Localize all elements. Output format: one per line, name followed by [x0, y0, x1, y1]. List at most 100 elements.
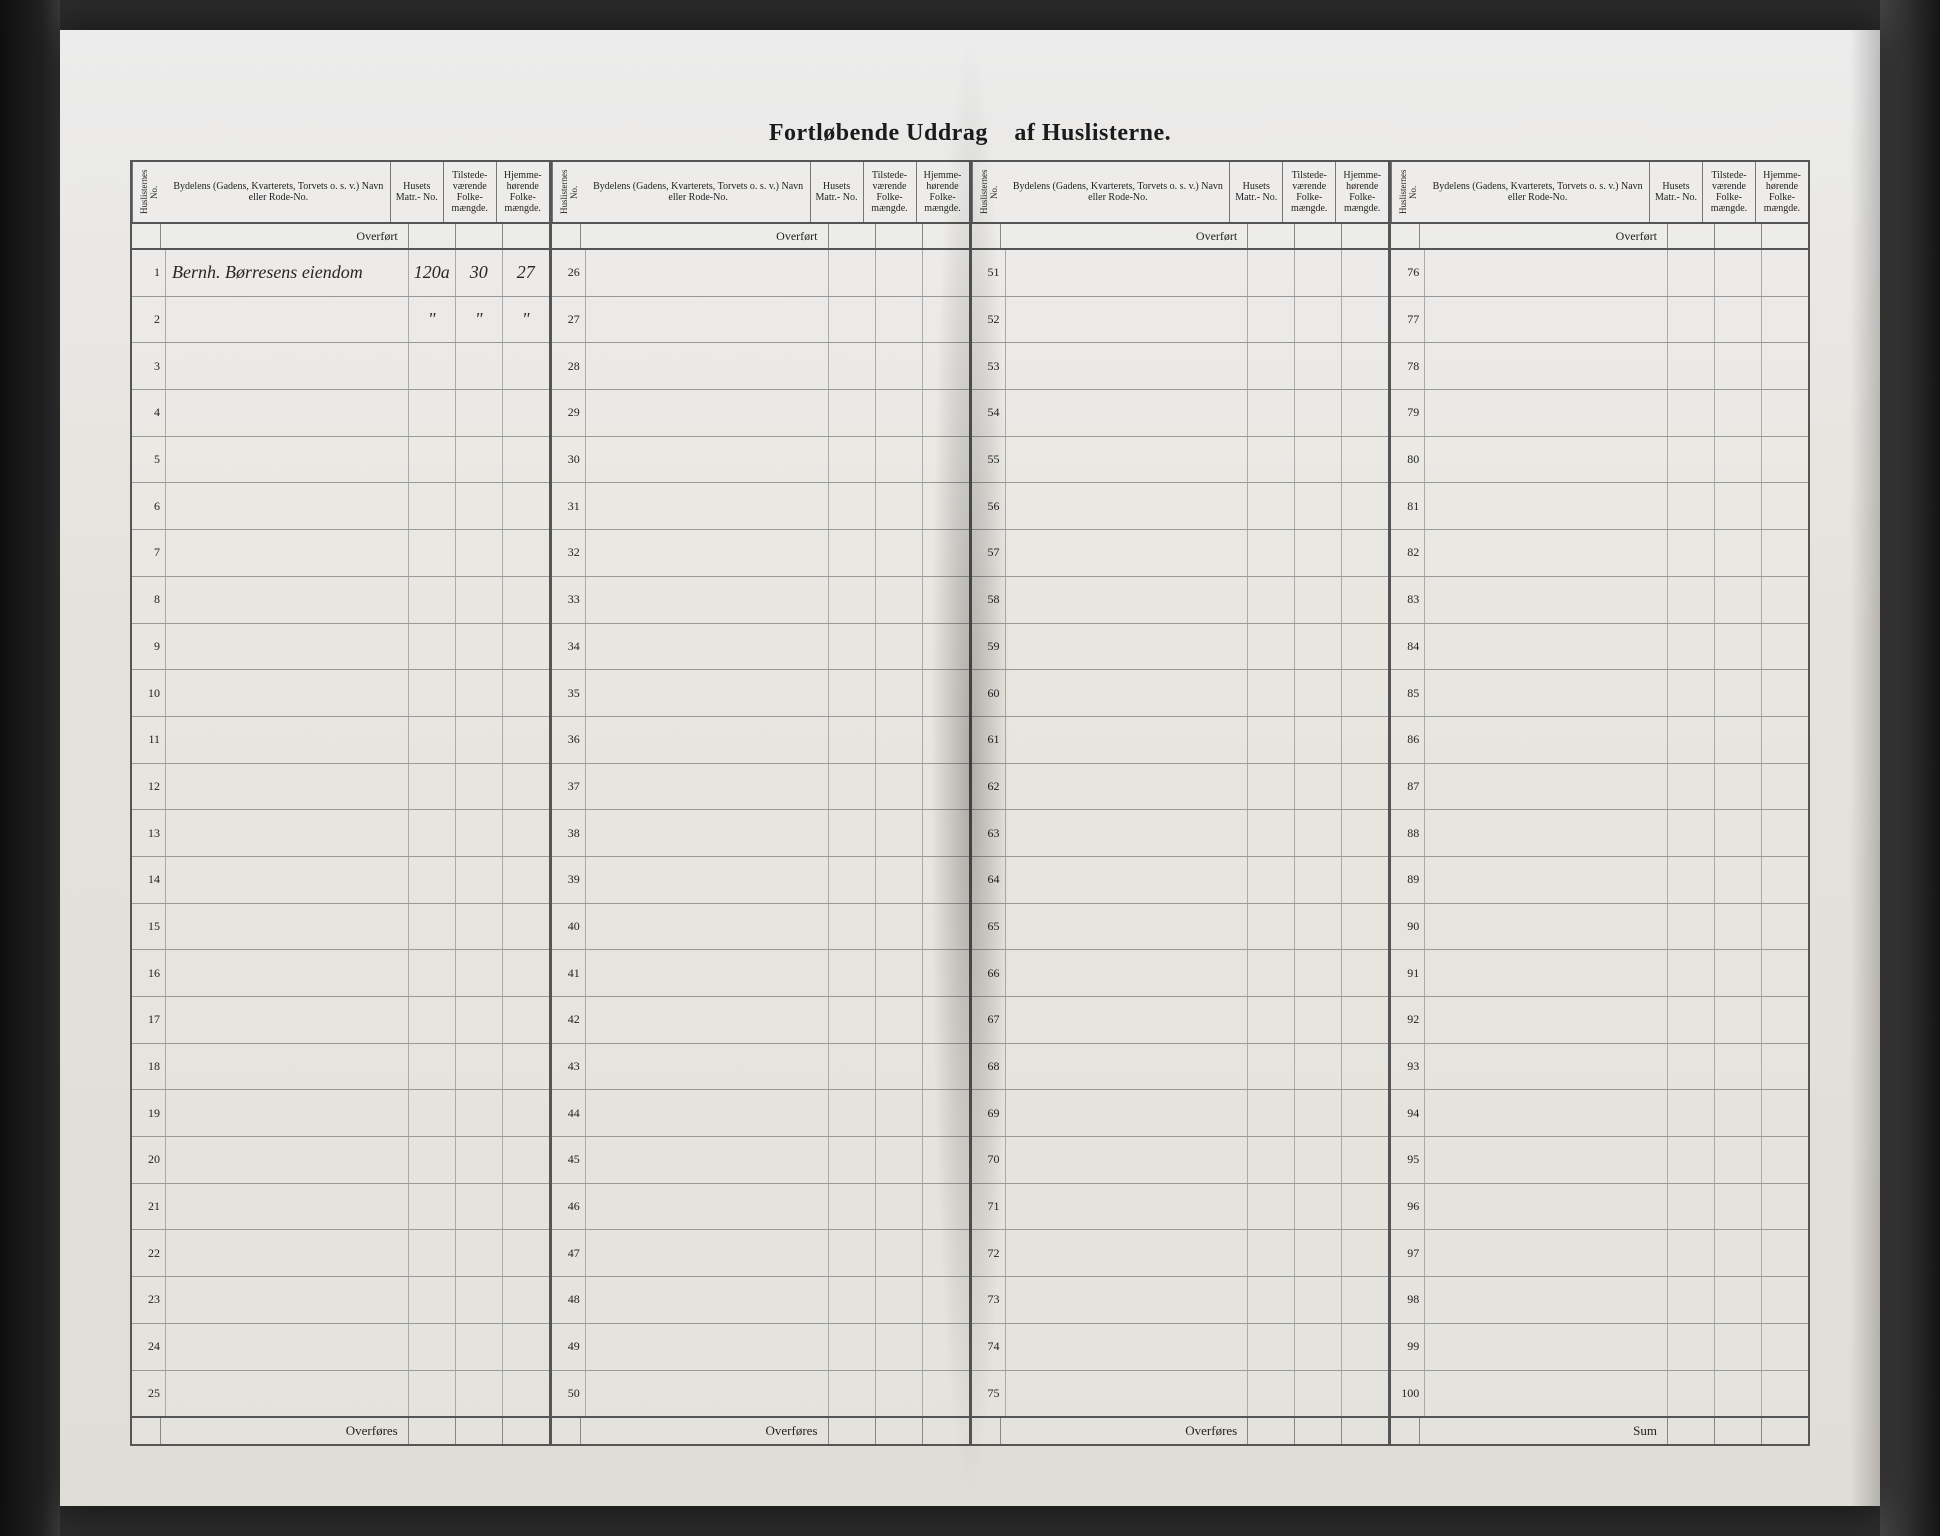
table-row: 80: [1391, 437, 1808, 484]
row-tilstede: [1295, 1371, 1342, 1417]
row-tilstede: [456, 483, 503, 529]
table-row: 45: [552, 1137, 969, 1184]
row-tilstede: [1715, 1371, 1762, 1417]
row-matr: [1668, 857, 1715, 903]
book-spread: Fortløbende Uddrag af Huslisterne. Husli…: [60, 30, 1880, 1506]
row-tilstede: [1295, 764, 1342, 810]
hdr-desc: Bydelens (Gadens, Kvarterets, Torvets o.…: [1007, 162, 1231, 222]
row-hjemme: [923, 997, 969, 1043]
row-matr: [1248, 764, 1295, 810]
row-tilstede: [1295, 670, 1342, 716]
row-desc: [586, 1277, 829, 1323]
row-hjemme: [503, 857, 549, 903]
row-number: 93: [1391, 1044, 1425, 1090]
row-number: 37: [552, 764, 586, 810]
title-right: af Huslisterne.: [1014, 120, 1171, 147]
row-desc: [1425, 624, 1668, 670]
row-hjemme: [1762, 717, 1808, 763]
row-number: 38: [552, 810, 586, 856]
row-desc: [586, 997, 829, 1043]
row-matr: [829, 297, 876, 343]
row-hjemme: [1342, 390, 1388, 436]
scan-surface: Fortløbende Uddrag af Huslisterne. Husli…: [0, 0, 1940, 1536]
row-hjemme: [503, 1371, 549, 1417]
row-hjemme: [1762, 904, 1808, 950]
row-matr: [1248, 297, 1295, 343]
carry-over-footer: Sum: [1391, 1416, 1808, 1444]
row-number: 36: [552, 717, 586, 763]
row-matr: [1668, 530, 1715, 576]
row-desc: [586, 343, 829, 389]
row-matr: [1248, 1371, 1295, 1417]
row-tilstede: [876, 904, 923, 950]
row-hjemme: [503, 437, 549, 483]
row-matr: [829, 950, 876, 996]
row-matr: [829, 483, 876, 529]
row-hjemme: [503, 670, 549, 716]
row-matr: [829, 1277, 876, 1323]
row-desc: [1425, 1137, 1668, 1183]
ledger-set-4: Huslisternes No.Bydelens (Gadens, Kvarte…: [1389, 160, 1810, 1446]
row-number: 58: [972, 577, 1006, 623]
row-matr: [1668, 670, 1715, 716]
row-tilstede: [876, 1277, 923, 1323]
row-desc: [1006, 997, 1249, 1043]
row-matr: [1668, 1184, 1715, 1230]
row-tilstede: [876, 297, 923, 343]
row-tilstede: [1295, 717, 1342, 763]
row-matr: [1248, 950, 1295, 996]
table-row: 86: [1391, 717, 1808, 764]
hdr-desc: Bydelens (Gadens, Kvarterets, Torvets o.…: [587, 162, 811, 222]
row-matr: [829, 437, 876, 483]
row-number: 6: [132, 483, 166, 529]
row-tilstede: [876, 1184, 923, 1230]
row-matr: [409, 1277, 456, 1323]
row-tilstede: [1295, 1324, 1342, 1370]
row-number: 39: [552, 857, 586, 903]
handwritten-entry: Bernh. Børresens eiendom: [172, 262, 363, 283]
row-tilstede: [1295, 950, 1342, 996]
row-matr: [1668, 1090, 1715, 1136]
row-number: 84: [1391, 624, 1425, 670]
row-desc: [1425, 1090, 1668, 1136]
row-matr: [409, 530, 456, 576]
row-tilstede: [876, 343, 923, 389]
row-number: 33: [552, 577, 586, 623]
row-number: 76: [1391, 250, 1425, 296]
row-matr: [829, 717, 876, 763]
row-desc: [166, 577, 409, 623]
row-number: 57: [972, 530, 1006, 576]
row-hjemme: [923, 390, 969, 436]
row-tilstede: [456, 1044, 503, 1090]
footer-label: Overføres: [581, 1418, 829, 1444]
table-row: 15: [132, 904, 549, 951]
row-tilstede: [1715, 1230, 1762, 1276]
row-desc: [1425, 297, 1668, 343]
row-matr: [1668, 764, 1715, 810]
row-desc: [586, 297, 829, 343]
row-hjemme: [1762, 1137, 1808, 1183]
row-matr: [409, 437, 456, 483]
table-row: 42: [552, 997, 969, 1044]
row-desc: [1006, 670, 1249, 716]
row-desc: [166, 437, 409, 483]
row-tilstede: [876, 1324, 923, 1370]
row-tilstede: [1295, 483, 1342, 529]
row-hjemme: [923, 343, 969, 389]
row-number: 51: [972, 250, 1006, 296]
row-number: 91: [1391, 950, 1425, 996]
row-number: 30: [552, 437, 586, 483]
row-hjemme: [923, 483, 969, 529]
column-header: Huslisternes No.Bydelens (Gadens, Kvarte…: [552, 162, 969, 224]
row-hjemme: [923, 1371, 969, 1417]
row-desc: [166, 1137, 409, 1183]
overfort-label: Overført: [161, 224, 409, 248]
table-row: 27: [552, 297, 969, 344]
row-desc: [1425, 483, 1668, 529]
table-row: 84: [1391, 624, 1808, 671]
row-tilstede: [876, 717, 923, 763]
row-tilstede: [876, 390, 923, 436]
row-matr: [1668, 1230, 1715, 1276]
table-row: 83: [1391, 577, 1808, 624]
row-hjemme: [1342, 717, 1388, 763]
